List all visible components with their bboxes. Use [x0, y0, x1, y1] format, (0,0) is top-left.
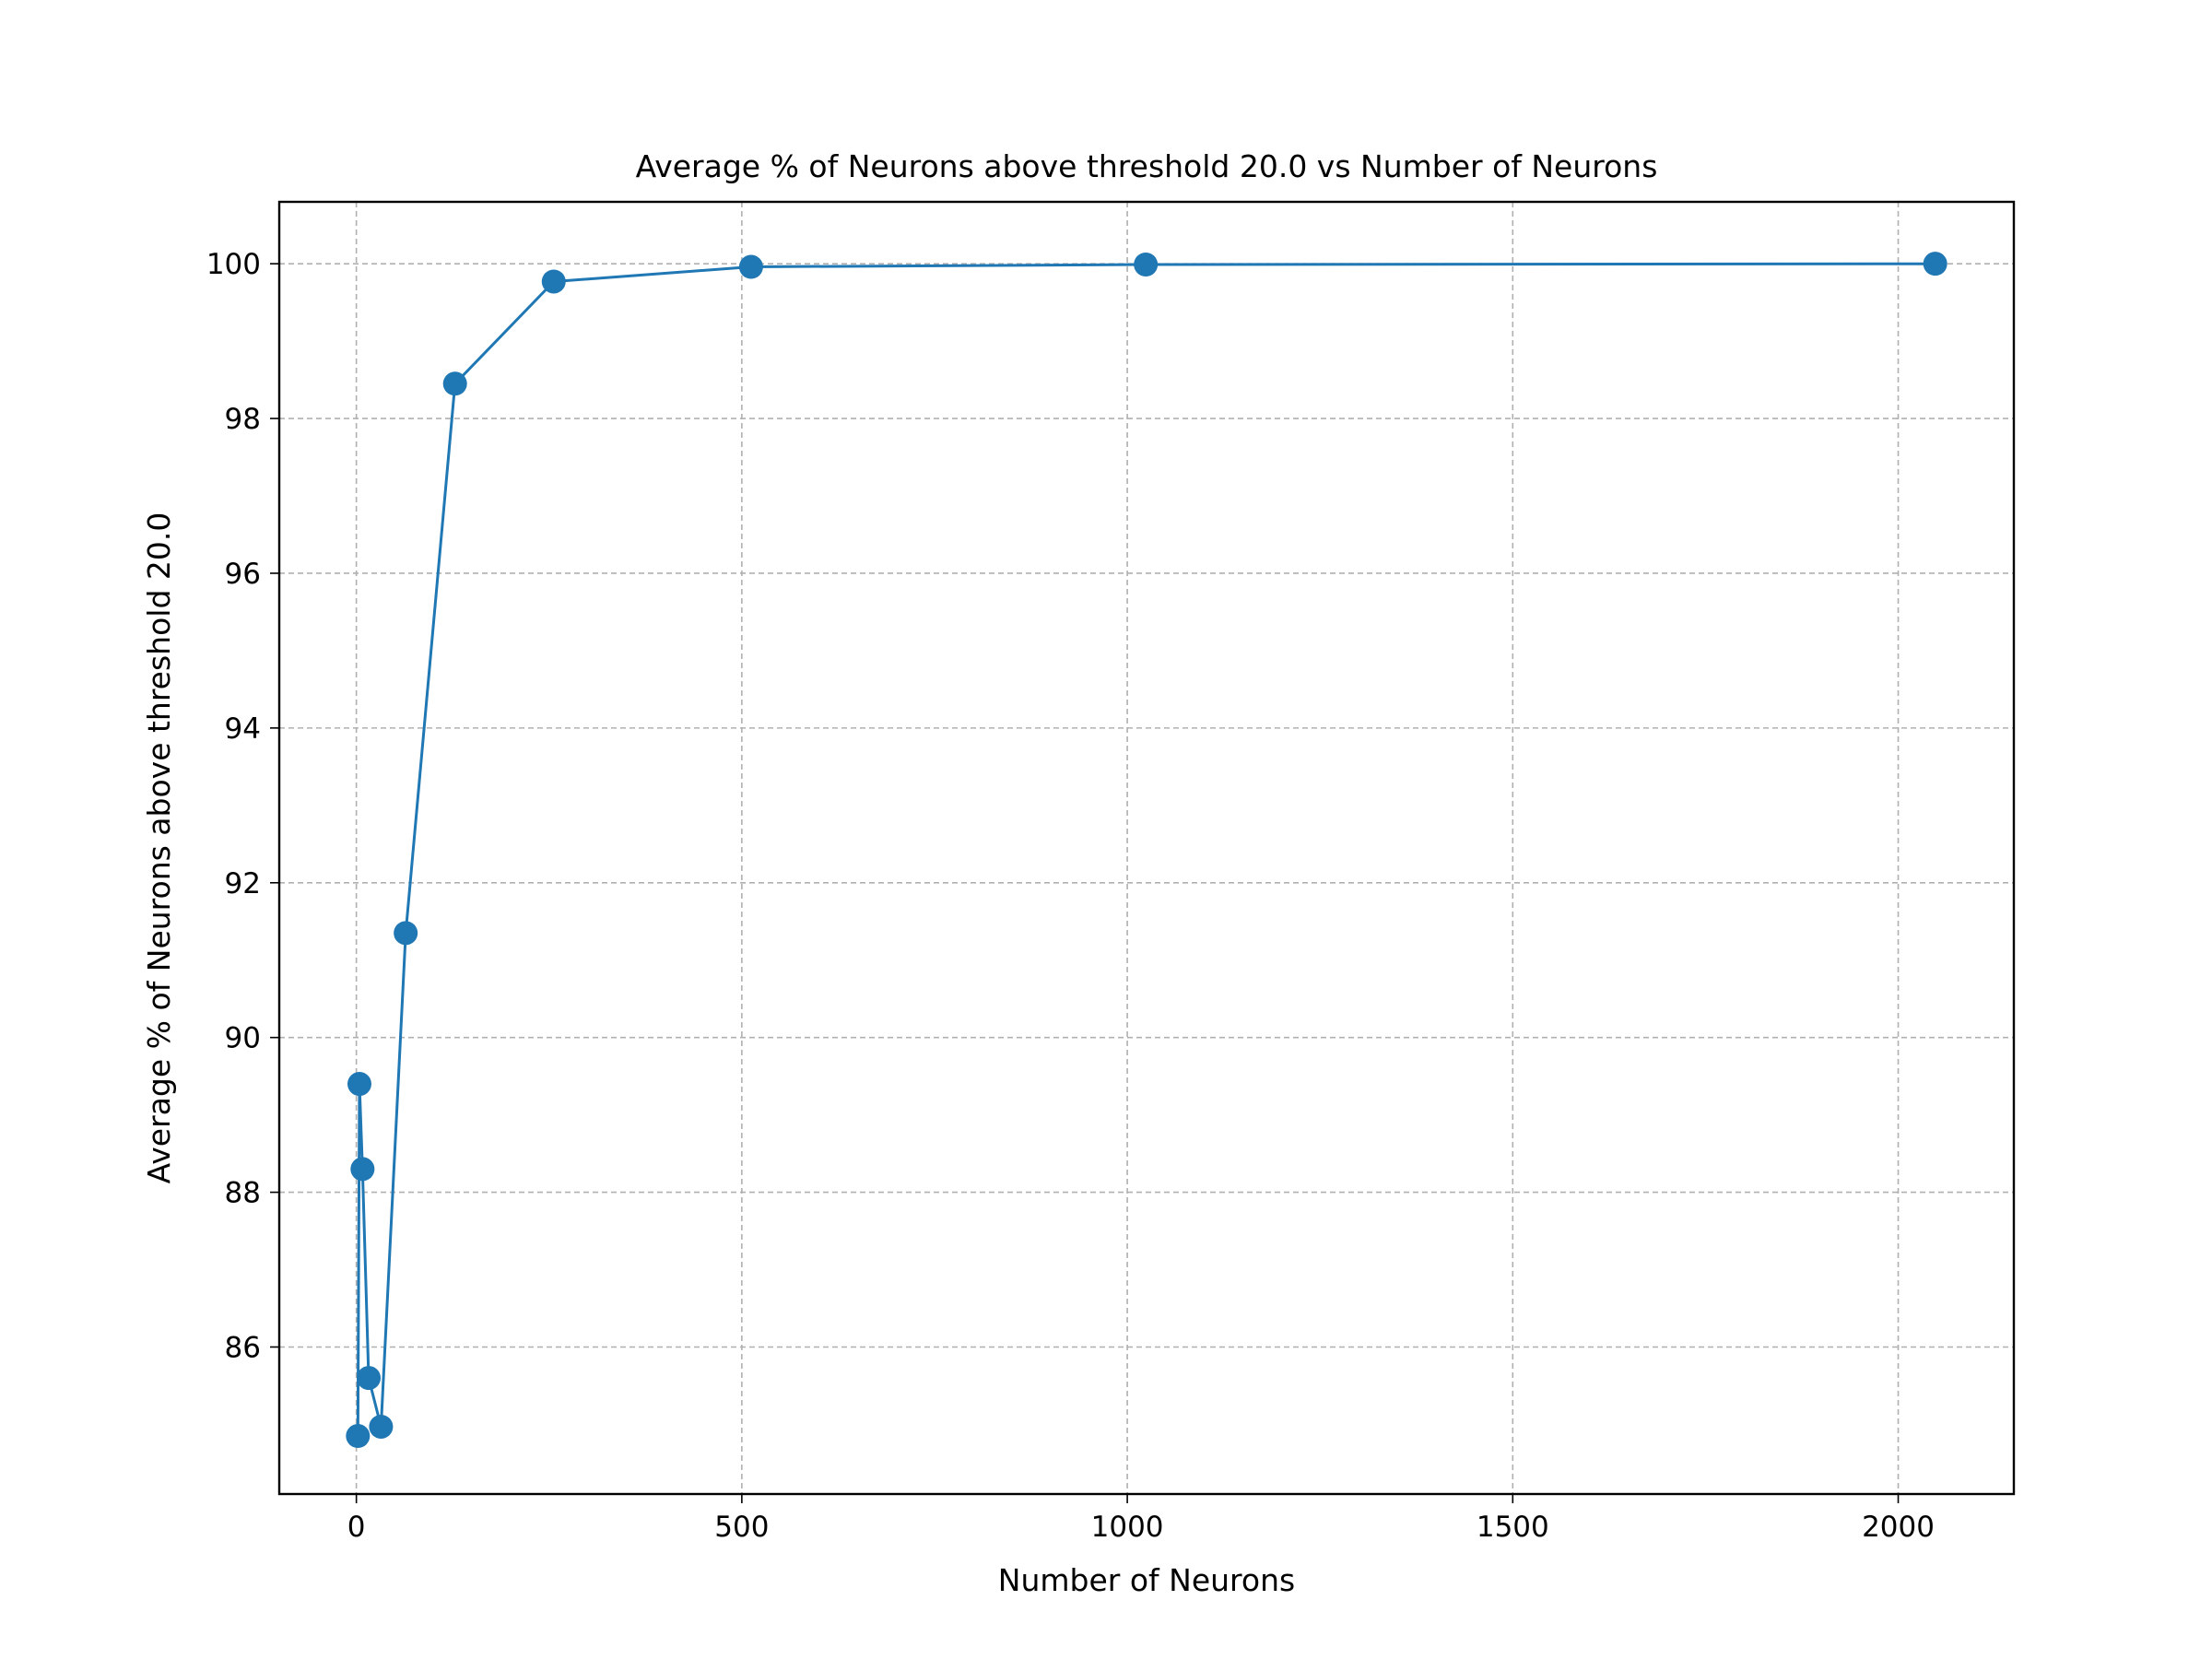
- x-tick-label: 500: [714, 1511, 769, 1544]
- data-point: [347, 1072, 371, 1097]
- data-point: [738, 254, 763, 279]
- y-tick-label: 94: [225, 712, 261, 746]
- data-point: [350, 1157, 375, 1182]
- y-tick-label: 98: [225, 403, 261, 436]
- data-point: [369, 1414, 394, 1439]
- data-point: [346, 1424, 371, 1449]
- data-point: [442, 371, 467, 396]
- data-point: [1134, 253, 1159, 277]
- plot-frame: [277, 200, 2016, 1496]
- data-point: [541, 269, 566, 294]
- x-tick-label: 1000: [1091, 1511, 1164, 1544]
- x-tick-label: 0: [347, 1511, 366, 1544]
- y-tick-label: 88: [225, 1177, 261, 1210]
- series-layer: [346, 252, 1947, 1449]
- y-axis-label: Average % of Neurons above threshold 20.…: [141, 512, 177, 1184]
- x-tick-label: 2000: [1862, 1511, 1935, 1544]
- data-point: [1923, 252, 1947, 276]
- y-tick-label: 96: [225, 558, 261, 591]
- y-tick-label: 90: [225, 1022, 261, 1055]
- chart-title: Average % of Neurons above threshold 20.…: [636, 148, 1658, 184]
- y-tick-label: 100: [206, 248, 261, 281]
- y-tick-label: 86: [225, 1331, 261, 1364]
- x-tick-label: 1500: [1477, 1511, 1549, 1544]
- axis-ticks: 0 500 1000 1500 2000 86 88 90 92 94 96 98 100: [206, 248, 1935, 1544]
- y-tick-label: 92: [225, 867, 261, 900]
- data-point: [357, 1366, 382, 1391]
- data-point: [394, 921, 418, 946]
- x-axis-label: Number of Neurons: [998, 1562, 1295, 1598]
